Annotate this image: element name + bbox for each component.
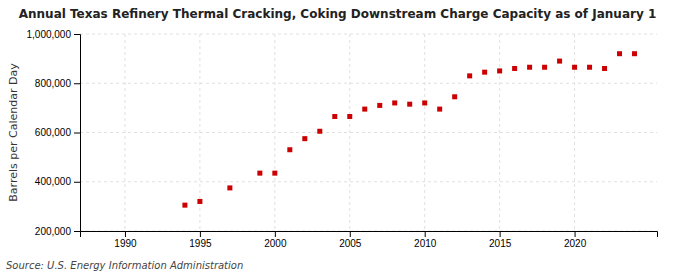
tick: 2000 xyxy=(264,231,287,249)
point xyxy=(407,102,412,107)
tick-label: 2000 xyxy=(264,238,287,249)
grid-line xyxy=(80,181,657,182)
tick-mark xyxy=(575,231,576,237)
tick-mark xyxy=(200,231,201,237)
grid-line xyxy=(274,34,275,231)
tick-label: 1990 xyxy=(114,238,137,249)
point xyxy=(497,68,502,73)
tick-mark xyxy=(125,231,126,237)
point xyxy=(287,147,292,152)
y-axis-title: Barrels per Calendar Day xyxy=(7,63,20,202)
title: Annual Texas Refinery Thermal Cracking, … xyxy=(19,7,657,21)
point xyxy=(632,51,637,56)
tick-mark xyxy=(275,231,276,237)
tick: 800,000 xyxy=(35,78,80,89)
points xyxy=(182,51,637,207)
tick: 400,000 xyxy=(35,176,80,187)
grid-line xyxy=(499,34,500,231)
point xyxy=(347,114,352,119)
tick-label: 400,000 xyxy=(35,176,72,187)
point xyxy=(422,100,427,105)
point xyxy=(362,107,367,112)
x-axis: 1990 1995 2000 2005 2010 2015 2020 xyxy=(81,231,658,249)
tick-label: 2020 xyxy=(564,238,587,249)
grid-line xyxy=(124,34,125,231)
point xyxy=(392,100,397,105)
plot: 1990 1995 2000 2005 2010 2015 2020 200,000 400,0… xyxy=(27,29,658,249)
tick-mark xyxy=(74,83,80,84)
source-note: Source: U.S. Energy Information Administ… xyxy=(6,260,243,271)
tick: 2020 xyxy=(564,231,587,249)
tick: 1,000,000 xyxy=(27,29,81,40)
tick: 1990 xyxy=(114,231,137,249)
grid-line xyxy=(574,34,575,231)
chart: 1990 1995 2000 2005 2010 2015 2020 200,000 400,0… xyxy=(0,0,675,275)
point xyxy=(257,171,262,176)
tick: 2010 xyxy=(414,231,437,249)
tick-label: 2015 xyxy=(489,238,512,249)
point xyxy=(602,66,607,71)
tick: 600,000 xyxy=(35,127,80,138)
axis-line xyxy=(74,35,81,232)
point xyxy=(572,65,577,70)
point xyxy=(437,107,442,112)
point xyxy=(197,199,202,204)
axis-line xyxy=(81,232,658,238)
tick-label: 200,000 xyxy=(35,226,72,237)
point xyxy=(452,94,457,99)
point xyxy=(587,65,592,70)
point xyxy=(527,65,532,70)
tick-mark xyxy=(74,133,80,134)
tick-label: 2010 xyxy=(414,238,437,249)
tick-label: 1995 xyxy=(189,238,212,249)
point xyxy=(182,203,187,208)
tick-label: 1,000,000 xyxy=(27,29,72,40)
tick-mark xyxy=(74,231,80,232)
tick-label: 800,000 xyxy=(35,78,72,89)
tick: 200,000 xyxy=(35,226,80,237)
tick-label: 600,000 xyxy=(35,127,72,138)
grid-line xyxy=(80,83,657,84)
tick: 1995 xyxy=(189,231,212,249)
tick-mark xyxy=(74,182,80,183)
y-axis: 200,000 400,000 600,000 800,000 1,000,000 xyxy=(27,29,81,237)
tick-mark xyxy=(500,231,501,237)
point xyxy=(617,51,622,56)
point xyxy=(467,73,472,78)
grid-line xyxy=(80,34,657,35)
grid-line xyxy=(349,34,350,231)
point xyxy=(512,66,517,71)
tick-mark xyxy=(74,34,80,35)
point xyxy=(227,185,232,190)
grid xyxy=(80,34,657,231)
point xyxy=(557,59,562,64)
point xyxy=(302,136,307,141)
tick: 2015 xyxy=(489,231,512,249)
point xyxy=(272,171,277,176)
tick-mark xyxy=(425,231,426,237)
point xyxy=(482,70,487,75)
point xyxy=(542,65,547,70)
point xyxy=(332,114,337,119)
point xyxy=(317,129,322,134)
tick-mark xyxy=(350,231,351,237)
tick: 2005 xyxy=(339,231,362,249)
point xyxy=(377,103,382,108)
grid-line xyxy=(80,132,657,133)
tick-label: 2005 xyxy=(339,238,362,249)
grid-line xyxy=(424,34,425,231)
